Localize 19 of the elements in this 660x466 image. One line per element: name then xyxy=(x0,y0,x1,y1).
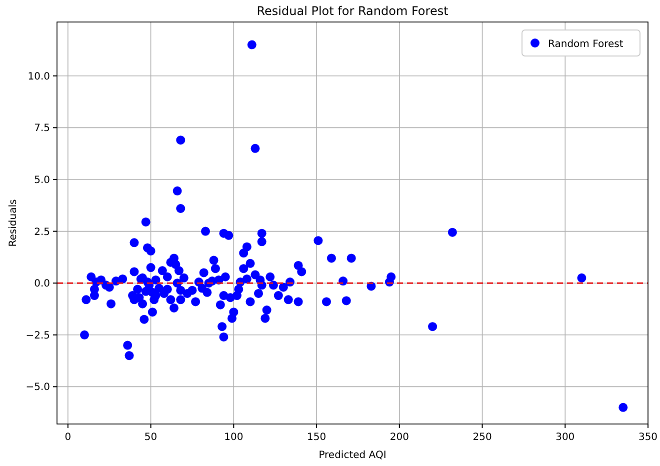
x-tick-label: 300 xyxy=(556,432,575,443)
y-tick-label: −2.5 xyxy=(26,330,50,342)
y-axis-title: Residuals xyxy=(8,199,19,247)
x-tick-label: 200 xyxy=(390,432,409,443)
x-tick-label: 350 xyxy=(638,432,658,443)
y-tick-label: 7.5 xyxy=(34,123,50,134)
chart-title: Residual Plot for Random Forest xyxy=(256,4,449,18)
y-tick-label: 5.0 xyxy=(34,174,50,186)
x-tick-label: 100 xyxy=(224,432,244,443)
x-tick-label: 150 xyxy=(306,432,326,443)
x-tick-label: 50 xyxy=(144,432,158,443)
y-tick-label: 2.5 xyxy=(34,226,50,238)
y-tick-label: −5.0 xyxy=(26,382,50,394)
y-tick-label: 0.0 xyxy=(34,278,50,290)
x-tick-label: 250 xyxy=(472,432,492,443)
x-axis-title: Predicted AQI xyxy=(318,450,386,461)
legend-label: Random Forest xyxy=(548,39,624,50)
y-tick-label: 10.0 xyxy=(28,71,50,82)
x-tick-label: 0 xyxy=(64,432,72,443)
